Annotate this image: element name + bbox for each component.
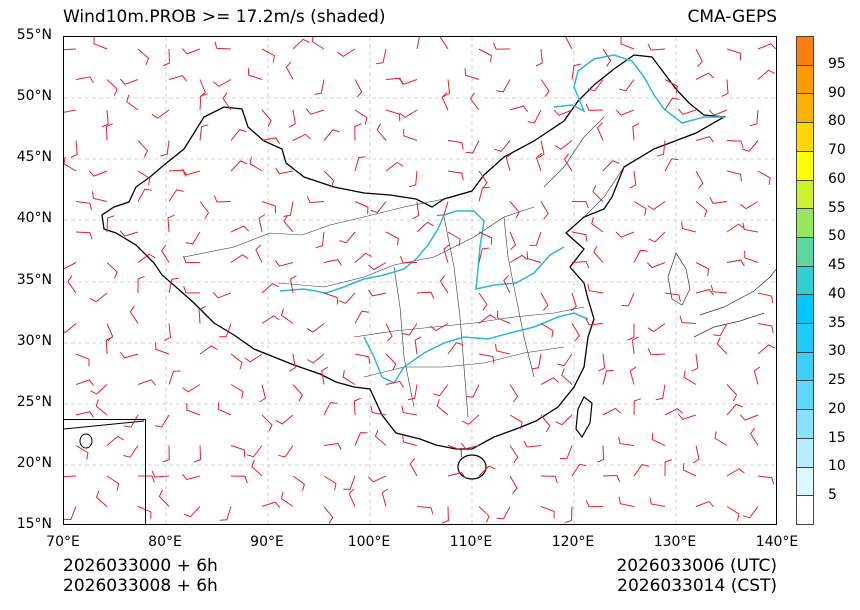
valid-cst-text: 2026033014 (CST) <box>617 576 777 596</box>
colorbar-label: 95 <box>828 55 846 72</box>
lon-label-130: 130°E <box>653 534 697 550</box>
inset-coast <box>64 420 145 449</box>
model-source-label: CMA-GEPS <box>687 7 777 27</box>
init-utc-text: 2026033000 + 6h <box>63 556 218 576</box>
colorbar-label: 30 <box>828 343 846 360</box>
colorbar-label: 25 <box>828 372 846 389</box>
lat-label-35: 35°N <box>16 272 52 288</box>
colorbar-bin <box>797 209 813 238</box>
hainan-island <box>457 454 487 480</box>
lat-label-25: 25°N <box>16 394 52 410</box>
colorbar-label: 60 <box>828 170 846 187</box>
colorbar-label: 20 <box>828 400 846 417</box>
map-canvas <box>64 37 776 524</box>
probability-colorbar <box>796 36 814 525</box>
colorbar-bin <box>797 123 813 152</box>
lat-label-50: 50°N <box>16 88 52 104</box>
colorbar-bin <box>797 37 813 66</box>
colorbar-bin <box>797 295 813 325</box>
colorbar-label: 35 <box>828 314 846 331</box>
init-time-block: 2026033000 + 6h 2026033008 + 6h <box>63 556 218 596</box>
colorbar-bin <box>797 467 813 497</box>
wind-barbs <box>64 37 776 524</box>
colorbar-bin <box>797 410 813 439</box>
taiwan-island <box>575 396 593 439</box>
colorbar-bin <box>797 65 813 95</box>
gridlines <box>64 37 776 524</box>
colorbar-bin <box>797 381 813 411</box>
lon-label-90: 90°E <box>250 534 284 550</box>
valid-time-block: 2026033006 (UTC) 2026033014 (CST) <box>616 556 777 596</box>
lat-label-45: 45°N <box>16 149 52 165</box>
colorbar-bin <box>797 438 813 468</box>
lat-label-55: 55°N <box>16 27 52 43</box>
lat-label-15: 15°N <box>16 516 52 532</box>
korea-coast <box>667 252 691 306</box>
init-cst-text: 2026033008 + 6h <box>63 576 218 596</box>
japan-coast <box>693 268 776 338</box>
colorbar-label: 55 <box>828 199 846 216</box>
colorbar-bin <box>797 151 813 181</box>
valid-utc-text: 2026033006 (UTC) <box>616 556 777 576</box>
colorbar-bin <box>797 496 813 524</box>
south-china-sea-inset <box>63 419 146 525</box>
lat-label-30: 30°N <box>16 333 52 349</box>
lat-label-20: 20°N <box>16 455 52 471</box>
lon-label-120: 120°E <box>551 534 595 550</box>
colorbar-bin <box>797 266 813 296</box>
colorbar-label: 70 <box>828 142 846 159</box>
lon-label-80: 80°E <box>148 534 182 550</box>
colorbar-label: 40 <box>828 285 846 302</box>
colorbar-label: 5 <box>828 487 837 504</box>
lon-label-110: 110°E <box>449 534 493 550</box>
colorbar-label: 45 <box>828 257 846 274</box>
colorbar-label: 90 <box>828 84 846 101</box>
lat-label-40: 40°N <box>16 210 52 226</box>
lon-label-70: 70°E <box>46 534 80 550</box>
lon-label-100: 100°E <box>347 534 391 550</box>
colorbar-label: 15 <box>828 429 846 446</box>
colorbar-bin <box>797 237 813 267</box>
colorbar-label: 50 <box>828 228 846 245</box>
colorbar-bin <box>797 94 813 124</box>
colorbar-bin <box>797 324 813 353</box>
rivers <box>279 54 724 384</box>
colorbar-label: 80 <box>828 113 846 130</box>
colorbar-bin <box>797 180 813 210</box>
chart-title: Wind10m.PROB >= 17.2m/s (shaded) <box>63 7 386 27</box>
national-border <box>101 54 727 450</box>
colorbar-label: 10 <box>828 458 846 475</box>
colorbar-bin <box>797 352 813 382</box>
lon-label-140: 140°E <box>755 534 799 550</box>
map-panel <box>63 36 777 525</box>
